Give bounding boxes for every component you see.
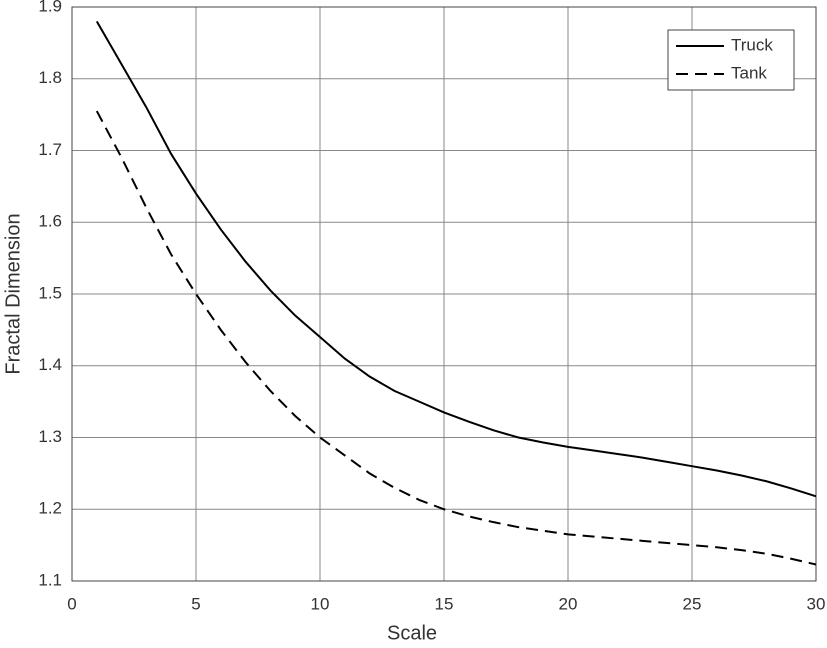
data-line [95,110,817,566]
y-tick-label: 1.5 [38,283,62,302]
x-tick-label: 25 [683,594,702,613]
legend-label: Tank [731,63,767,82]
y-tick-label: 1.1 [38,570,62,589]
legend-label: Truck [731,35,773,54]
y-tick-label: 1.3 [38,427,62,446]
x-tick-label: 5 [191,594,200,613]
y-tick-label: 1.7 [38,140,62,159]
plot-frame [71,6,817,582]
x-tick-label: 15 [435,594,454,613]
y-tick-label: 1.6 [38,212,62,231]
y-axis-label: Fractal Dimension [2,213,24,374]
y-tick-label: 1.9 [38,0,62,15]
x-tick-label: 30 [807,594,826,613]
legend: Truck Tank [667,29,795,91]
y-tick-label: 1.8 [38,68,62,87]
x-tick-label: 20 [559,594,578,613]
y-tick-label: 1.2 [38,499,62,518]
x-tick-label: 0 [67,594,76,613]
data-line [95,20,817,498]
x-tick-label: 10 [311,594,330,613]
x-axis-label: Scale [387,622,437,644]
legend-box [667,29,795,91]
y-tick-label: 1.4 [38,355,62,374]
